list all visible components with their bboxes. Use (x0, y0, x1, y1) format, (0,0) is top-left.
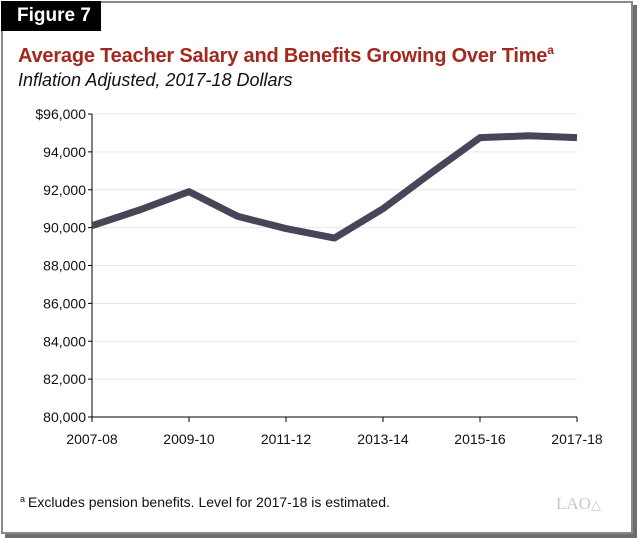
y-tick-label: 88,000 (43, 258, 86, 274)
figure-border (1, 1, 633, 534)
x-tick-label: 2015-16 (454, 431, 506, 447)
footnote-text: Excludes pension benefits. Level for 201… (28, 494, 390, 510)
figure-label: Figure 7 (1, 1, 101, 31)
x-tick-label: 2007-08 (66, 431, 118, 447)
y-tick-label: 80,000 (43, 409, 86, 425)
lao-logo: LAO△ (556, 494, 601, 513)
line-chart: $96,000 94,000 92,000 90,000 88,000 86,000 84,… (35, 106, 603, 447)
chart-subtitle: Inflation Adjusted, 2017-18 Dollars (18, 70, 293, 90)
x-tick-label: 2013-14 (357, 431, 409, 447)
x-tick-label: 2017-18 (551, 431, 603, 447)
y-tick-label: 86,000 (43, 295, 86, 311)
x-tick-label: 2009-10 (163, 431, 215, 447)
footnote-marker: a (20, 494, 26, 504)
y-tick-label: $96,000 (35, 106, 86, 122)
y-tick-label: 84,000 (43, 333, 86, 349)
title-superscript: a (547, 43, 554, 57)
y-tick-label: 82,000 (43, 371, 86, 387)
data-line (90, 132, 578, 242)
x-tick-label: 2011-12 (261, 431, 312, 447)
y-tick-label: 92,000 (43, 182, 86, 198)
title-text: Average Teacher Salary and Benefits Grow… (18, 45, 548, 67)
y-tick-label: 94,000 (43, 144, 86, 160)
chart-title: Average Teacher Salary and Benefits Grow… (18, 43, 554, 68)
y-tick-label: 90,000 (43, 220, 86, 236)
footnote: a Excludes pension benefits. Level for 20… (20, 494, 390, 510)
